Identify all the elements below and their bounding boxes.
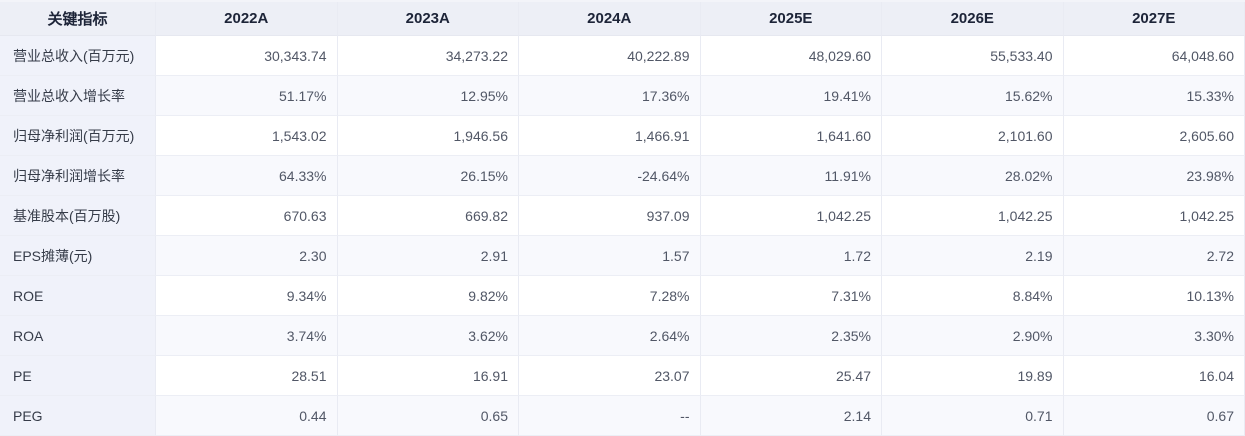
table-row: 营业总收入(百万元) 30,343.74 34,273.22 40,222.89 48,… xyxy=(0,36,1245,76)
value-cell: 28.02% xyxy=(882,156,1064,196)
value-cell: 0.71 xyxy=(882,396,1064,436)
value-cell: 2,605.60 xyxy=(1063,116,1245,156)
value-cell: 2.91 xyxy=(337,236,519,276)
value-cell: 1.57 xyxy=(519,236,701,276)
indicator-label: 归母净利润(百万元) xyxy=(0,116,156,156)
value-cell: 48,029.60 xyxy=(700,36,882,76)
table-header-row: 关键指标 2022A 2023A 2024A 2025E 2026E 2027E xyxy=(0,2,1245,36)
value-cell: 26.15% xyxy=(337,156,519,196)
table-row: ROE 9.34% 9.82% 7.28% 7.31% 8.84% 10.13% xyxy=(0,276,1245,316)
header-col-2022a: 2022A xyxy=(156,2,338,36)
indicator-label: ROA xyxy=(0,316,156,356)
value-cell: 1,042.25 xyxy=(882,196,1064,236)
header-indicator-label: 关键指标 xyxy=(0,2,156,36)
table-row: 归母净利润(百万元) 1,543.02 1,946.56 1,466.91 1,641.… xyxy=(0,116,1245,156)
value-cell: 28.51 xyxy=(156,356,338,396)
indicator-label: ROE xyxy=(0,276,156,316)
value-cell: 1,641.60 xyxy=(700,116,882,156)
table-row: EPS摊薄(元) 2.30 2.91 1.57 1.72 2.19 2.72 xyxy=(0,236,1245,276)
value-cell: 40,222.89 xyxy=(519,36,701,76)
table-body: 营业总收入(百万元) 30,343.74 34,273.22 40,222.89 48,… xyxy=(0,36,1245,436)
value-cell: 19.89 xyxy=(882,356,1064,396)
table-row: 营业总收入增长率 51.17% 12.95% 17.36% 19.41% 15.62% 15… xyxy=(0,76,1245,116)
indicator-label: 归母净利润增长率 xyxy=(0,156,156,196)
value-cell: 16.04 xyxy=(1063,356,1245,396)
value-cell: 1,543.02 xyxy=(156,116,338,156)
value-cell: 64,048.60 xyxy=(1063,36,1245,76)
indicator-label: EPS摊薄(元) xyxy=(0,236,156,276)
header-col-2027e: 2027E xyxy=(1063,2,1245,36)
value-cell: 0.67 xyxy=(1063,396,1245,436)
value-cell: 669.82 xyxy=(337,196,519,236)
value-cell: 55,533.40 xyxy=(882,36,1064,76)
value-cell: 1,946.56 xyxy=(337,116,519,156)
value-cell: 17.36% xyxy=(519,76,701,116)
value-cell: 937.09 xyxy=(519,196,701,236)
value-cell: 0.65 xyxy=(337,396,519,436)
header-col-2026e: 2026E xyxy=(882,2,1064,36)
value-cell: -24.64% xyxy=(519,156,701,196)
value-cell: 3.62% xyxy=(337,316,519,356)
indicator-label: 营业总收入(百万元) xyxy=(0,36,156,76)
value-cell: 10.13% xyxy=(1063,276,1245,316)
header-col-2025e: 2025E xyxy=(700,2,882,36)
table-row: 归母净利润增长率 64.33% 26.15% -24.64% 11.91% 28.02% 2… xyxy=(0,156,1245,196)
value-cell: 2.35% xyxy=(700,316,882,356)
value-cell: 2,101.60 xyxy=(882,116,1064,156)
value-cell: 2.90% xyxy=(882,316,1064,356)
table-row: PE 28.51 16.91 23.07 25.47 19.89 16.04 xyxy=(0,356,1245,396)
header-col-2024a: 2024A xyxy=(519,2,701,36)
value-cell: 9.82% xyxy=(337,276,519,316)
value-cell: 15.33% xyxy=(1063,76,1245,116)
value-cell: 2.19 xyxy=(882,236,1064,276)
indicator-label: PEG xyxy=(0,396,156,436)
value-cell: 64.33% xyxy=(156,156,338,196)
value-cell: 1,466.91 xyxy=(519,116,701,156)
value-cell: 1.72 xyxy=(700,236,882,276)
value-cell: 2.72 xyxy=(1063,236,1245,276)
value-cell: 3.74% xyxy=(156,316,338,356)
value-cell: 23.98% xyxy=(1063,156,1245,196)
value-cell: 19.41% xyxy=(700,76,882,116)
value-cell: 2.30 xyxy=(156,236,338,276)
value-cell: 0.44 xyxy=(156,396,338,436)
value-cell: 16.91 xyxy=(337,356,519,396)
value-cell: 12.95% xyxy=(337,76,519,116)
value-cell: 670.63 xyxy=(156,196,338,236)
value-cell: 25.47 xyxy=(700,356,882,396)
value-cell: 51.17% xyxy=(156,76,338,116)
header-col-2023a: 2023A xyxy=(337,2,519,36)
value-cell: 11.91% xyxy=(700,156,882,196)
value-cell: 2.64% xyxy=(519,316,701,356)
value-cell: -- xyxy=(519,396,701,436)
indicator-label: 基准股本(百万股) xyxy=(0,196,156,236)
value-cell: 3.30% xyxy=(1063,316,1245,356)
table-row: ROA 3.74% 3.62% 2.64% 2.35% 2.90% 3.30% xyxy=(0,316,1245,356)
value-cell: 23.07 xyxy=(519,356,701,396)
indicator-label: 营业总收入增长率 xyxy=(0,76,156,116)
value-cell: 30,343.74 xyxy=(156,36,338,76)
value-cell: 1,042.25 xyxy=(700,196,882,236)
indicator-label: PE xyxy=(0,356,156,396)
value-cell: 2.14 xyxy=(700,396,882,436)
table-row: PEG 0.44 0.65 -- 2.14 0.71 0.67 xyxy=(0,396,1245,436)
value-cell: 7.28% xyxy=(519,276,701,316)
value-cell: 15.62% xyxy=(882,76,1064,116)
table-row: 基准股本(百万股) 670.63 669.82 937.09 1,042.25 1,042… xyxy=(0,196,1245,236)
value-cell: 8.84% xyxy=(882,276,1064,316)
value-cell: 1,042.25 xyxy=(1063,196,1245,236)
value-cell: 9.34% xyxy=(156,276,338,316)
value-cell: 34,273.22 xyxy=(337,36,519,76)
value-cell: 7.31% xyxy=(700,276,882,316)
